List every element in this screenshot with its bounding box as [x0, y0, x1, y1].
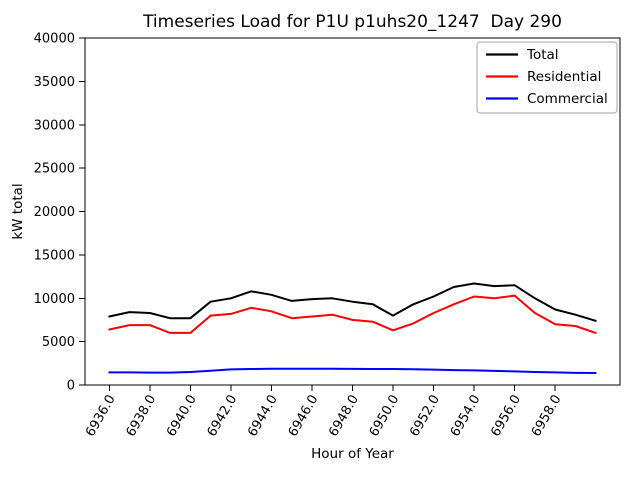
x-tick-label: 6942.0 [205, 393, 241, 440]
x-tick-label: 6948.0 [326, 393, 362, 440]
x-tick-label: 6958.0 [529, 393, 565, 440]
legend-label-commercial: Commercial [527, 91, 608, 107]
chart-title: Timeseries Load for P1U p1uhs20_1247 Day… [142, 12, 562, 32]
y-axis-label: kW total [10, 183, 26, 239]
x-tick-label: 6956.0 [488, 393, 524, 440]
x-tick-label: 6950.0 [367, 393, 403, 440]
y-tick-label: 40000 [34, 32, 75, 47]
x-tick-label: 6952.0 [407, 393, 443, 440]
x-tick-label: 6946.0 [286, 393, 322, 440]
y-tick-label: 25000 [34, 162, 75, 177]
x-tick-label: 6944.0 [245, 393, 281, 440]
y-tick-label: 35000 [34, 75, 75, 90]
x-tick-label: 6940.0 [164, 393, 200, 440]
total-line [108, 282, 597, 322]
x-tick-label: 6936.0 [83, 393, 119, 440]
y-tick-label: 20000 [34, 205, 75, 220]
x-tick-label: 6954.0 [448, 393, 484, 440]
x-tick-label: 6938.0 [124, 393, 160, 440]
legend-label-residential: Residential [527, 69, 601, 85]
legend-label-total: Total [526, 47, 559, 63]
y-tick-label: 15000 [34, 248, 75, 263]
x-axis-label: Hour of Year [311, 446, 394, 462]
residential-line [108, 294, 597, 334]
commercial-line [108, 367, 597, 374]
y-tick-label: 10000 [34, 292, 75, 307]
legend-box [476, 41, 618, 114]
y-tick-label: 30000 [34, 118, 75, 133]
y-tick-label: 0 [67, 379, 75, 394]
y-tick-label: 5000 [42, 335, 75, 350]
